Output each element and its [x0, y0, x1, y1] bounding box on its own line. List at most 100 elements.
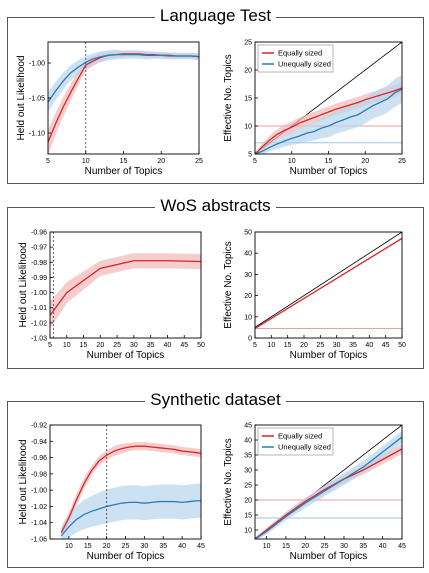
- plot-frame: [254, 231, 403, 339]
- language-likelihood-chart: 5 10 15 20 25 -1.10 -1.05 -1.00 Number of Topics…: [16, 41, 203, 177]
- x-tick-label: 10: [263, 543, 271, 550]
- x-tick-label: 5: [48, 342, 52, 349]
- blue-series-band: [61, 483, 201, 539]
- x-tick-label: 30: [333, 342, 341, 349]
- blue-series-band: [48, 49, 199, 112]
- identity-diagonal: [255, 232, 402, 328]
- x-tick-label: 30: [140, 543, 148, 550]
- blue-series-line: [60, 500, 201, 537]
- y-tick-label: -0.99: [31, 275, 47, 282]
- legend-box: [257, 427, 334, 456]
- y-tick-label: 20: [244, 293, 252, 300]
- y-tick-label: -1.01: [31, 305, 47, 312]
- x-tick-label: 10: [82, 158, 90, 165]
- x-tick-label: 35: [159, 543, 167, 550]
- x-axis-label: Number of Topics: [290, 166, 368, 177]
- blue-series-line: [255, 88, 402, 154]
- y-tick-label: 20: [244, 498, 252, 505]
- plot-area: [60, 442, 201, 539]
- y-tick-label: -1.06: [31, 537, 47, 544]
- plot-area: [255, 42, 402, 154]
- y-tick-label: -1.00: [29, 61, 45, 68]
- y-tick-label: -0.97: [31, 245, 47, 252]
- y-tick-label: -0.98: [31, 260, 47, 267]
- y-tick-label: 50: [244, 230, 252, 237]
- y-tick-label: -1.02: [31, 320, 47, 327]
- y-tick-label: 40: [244, 251, 252, 258]
- panel-title: Language Test: [154, 6, 277, 25]
- y-tick-label: 10: [244, 528, 252, 535]
- plot-frame: [254, 424, 403, 540]
- x-axis-label: Number of Topics: [85, 166, 163, 177]
- legend-entry: Equally sized: [278, 49, 322, 58]
- y-tick-label: -1.00: [31, 290, 47, 297]
- y-tick-label: -0.96: [31, 455, 47, 462]
- plot-area: [255, 232, 402, 330]
- y-tick-label: -1.02: [31, 504, 47, 511]
- y-tick-label: -0.92: [31, 423, 47, 430]
- x-tick-label: 5: [253, 342, 257, 349]
- y-tick-label: 25: [244, 40, 252, 47]
- x-tick-label: 5: [253, 158, 257, 165]
- x-tick-label: 50: [398, 342, 406, 349]
- wos-effective-topics-chart: 5 10 15 20 25 30 35 40 45 50 0 10 20 30 40 50 Number of …: [223, 230, 406, 362]
- x-tick-label: 15: [282, 543, 290, 550]
- y-tick-label: 10: [244, 124, 252, 131]
- y-tick-label: -1.04: [31, 520, 47, 527]
- x-tick-label: 15: [325, 158, 333, 165]
- y-tick-label: 35: [244, 453, 252, 460]
- blue-series-line: [48, 53, 199, 103]
- x-tick-label: 15: [120, 158, 128, 165]
- y-axis-label: Held out Likelihood: [16, 55, 27, 140]
- red-series-line: [255, 448, 402, 539]
- blue-series-band: [255, 75, 402, 154]
- y-axis-label: Held out Likelihood: [18, 242, 29, 327]
- x-tick-label: 45: [197, 543, 205, 550]
- x-tick-label: 40: [379, 543, 387, 550]
- x-tick-label: 25: [316, 342, 324, 349]
- y-tick-label: 40: [244, 438, 252, 445]
- x-axis-label: Number of Topics: [87, 551, 165, 562]
- x-tick-label: 15: [284, 342, 292, 349]
- y-tick-label: -1.00: [31, 488, 47, 495]
- legend-entry: Unequally sized: [278, 443, 331, 452]
- x-tick-label: 25: [398, 158, 406, 165]
- y-tick-label: 10: [244, 314, 252, 321]
- y-tick-label: 30: [244, 272, 252, 279]
- y-tick-label: 20: [244, 68, 252, 75]
- x-tick-label: 45: [180, 342, 188, 349]
- legend-entry: Equally sized: [278, 432, 322, 441]
- wos-likelihood-chart: 5 10 15 20 25 30 35 40 45 50 -1.03 -1.02 -1.01 -1.00 -…: [18, 230, 205, 362]
- panel-title: WoS abstracts: [155, 196, 276, 215]
- x-tick-label: 25: [122, 543, 130, 550]
- plot-area: [48, 49, 199, 154]
- x-tick-label: 40: [365, 342, 373, 349]
- x-tick-label: 30: [340, 543, 348, 550]
- x-tick-label: 20: [300, 342, 308, 349]
- x-tick-label: 45: [382, 342, 390, 349]
- red-series-band: [50, 253, 201, 329]
- synthetic-likelihood-chart: 10 15 20 25 30 35 40 45 -1.06 -1.04 -1.02 -1.00 -0.9…: [18, 423, 205, 563]
- y-tick-label: 0: [248, 336, 252, 343]
- y-axis-label: Effective No. Topics: [223, 438, 234, 525]
- legend-entry: Unequally sized: [278, 60, 331, 69]
- y-tick-label: -1.10: [29, 131, 45, 138]
- x-axis-label: Number of Topics: [290, 551, 368, 562]
- x-tick-label: 10: [63, 342, 71, 349]
- x-tick-label: 35: [359, 543, 367, 550]
- x-tick-label: 25: [113, 342, 121, 349]
- y-tick-label: -1.03: [31, 336, 47, 343]
- x-tick-label: 40: [164, 342, 172, 349]
- x-axis-label: Number of Topics: [87, 350, 165, 361]
- x-tick-label: 10: [65, 543, 73, 550]
- y-tick-label: 15: [244, 96, 252, 103]
- y-axis-label: Effective No. Topics: [223, 241, 234, 328]
- x-tick-label: 35: [349, 342, 357, 349]
- plot-area: [50, 253, 201, 329]
- x-tick-label: 50: [197, 342, 205, 349]
- x-tick-label: 40: [178, 543, 186, 550]
- y-tick-label: -1.05: [29, 96, 45, 103]
- x-tick-label: 20: [103, 543, 111, 550]
- y-tick-label: 5: [248, 152, 252, 159]
- x-tick-label: 15: [84, 543, 92, 550]
